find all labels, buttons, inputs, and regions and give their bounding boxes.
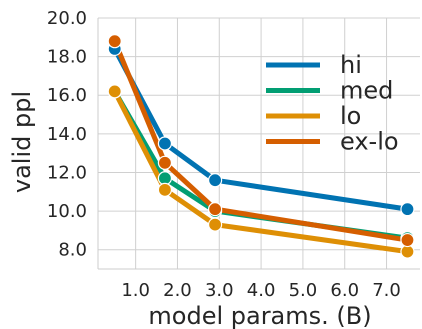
x-tick-label: 2.0 xyxy=(163,280,192,301)
x-tick-label: 4.0 xyxy=(247,280,276,301)
x-tick-label: 5.0 xyxy=(289,280,318,301)
y-tick-labels: 8.0 10.0 12.0 14.0 16.0 18.0 20.0 xyxy=(47,8,87,261)
x-axis-label: model params. (B) xyxy=(148,302,371,329)
data-point-hi xyxy=(400,202,415,217)
y-tick-label: 18.0 xyxy=(47,47,87,68)
series-line-ex-lo xyxy=(112,38,410,243)
series-markers xyxy=(107,34,415,259)
x-tick-labels: 1.0 2.0 3.0 4.0 5.0 6.0 7.0 xyxy=(121,280,401,301)
series-lines xyxy=(112,38,410,255)
data-point-hi xyxy=(157,136,173,151)
x-tick-label: 7.0 xyxy=(372,280,401,301)
legend-label-hi: hi xyxy=(340,51,362,79)
data-point-ex-lo xyxy=(157,155,173,170)
data-point-ex-lo xyxy=(207,202,223,217)
y-axis-label: valid ppl xyxy=(8,91,36,193)
data-point-lo xyxy=(207,217,223,232)
data-point-ex-lo xyxy=(107,34,122,49)
data-point-lo xyxy=(157,182,173,197)
legend-label-med: med xyxy=(340,77,393,105)
data-point-ex-lo xyxy=(400,232,415,248)
y-tick-label: 14.0 xyxy=(47,124,87,145)
y-tick-label: 16.0 xyxy=(47,85,87,106)
legend-label-lo: lo xyxy=(340,102,361,130)
y-tick-label: 8.0 xyxy=(58,240,87,261)
y-tick-label: 10.0 xyxy=(47,201,87,222)
series-line-lo xyxy=(112,88,410,255)
x-tick-label: 1.0 xyxy=(121,280,150,301)
y-tick-label: 20.0 xyxy=(47,8,87,29)
x-tick-label: 6.0 xyxy=(330,280,359,301)
data-point-hi xyxy=(207,173,223,188)
x-tick-label: 3.0 xyxy=(205,280,234,301)
legend-label-ex-lo: ex-lo xyxy=(340,128,399,156)
data-point-lo xyxy=(107,84,122,99)
y-tick-label: 12.0 xyxy=(47,162,87,183)
